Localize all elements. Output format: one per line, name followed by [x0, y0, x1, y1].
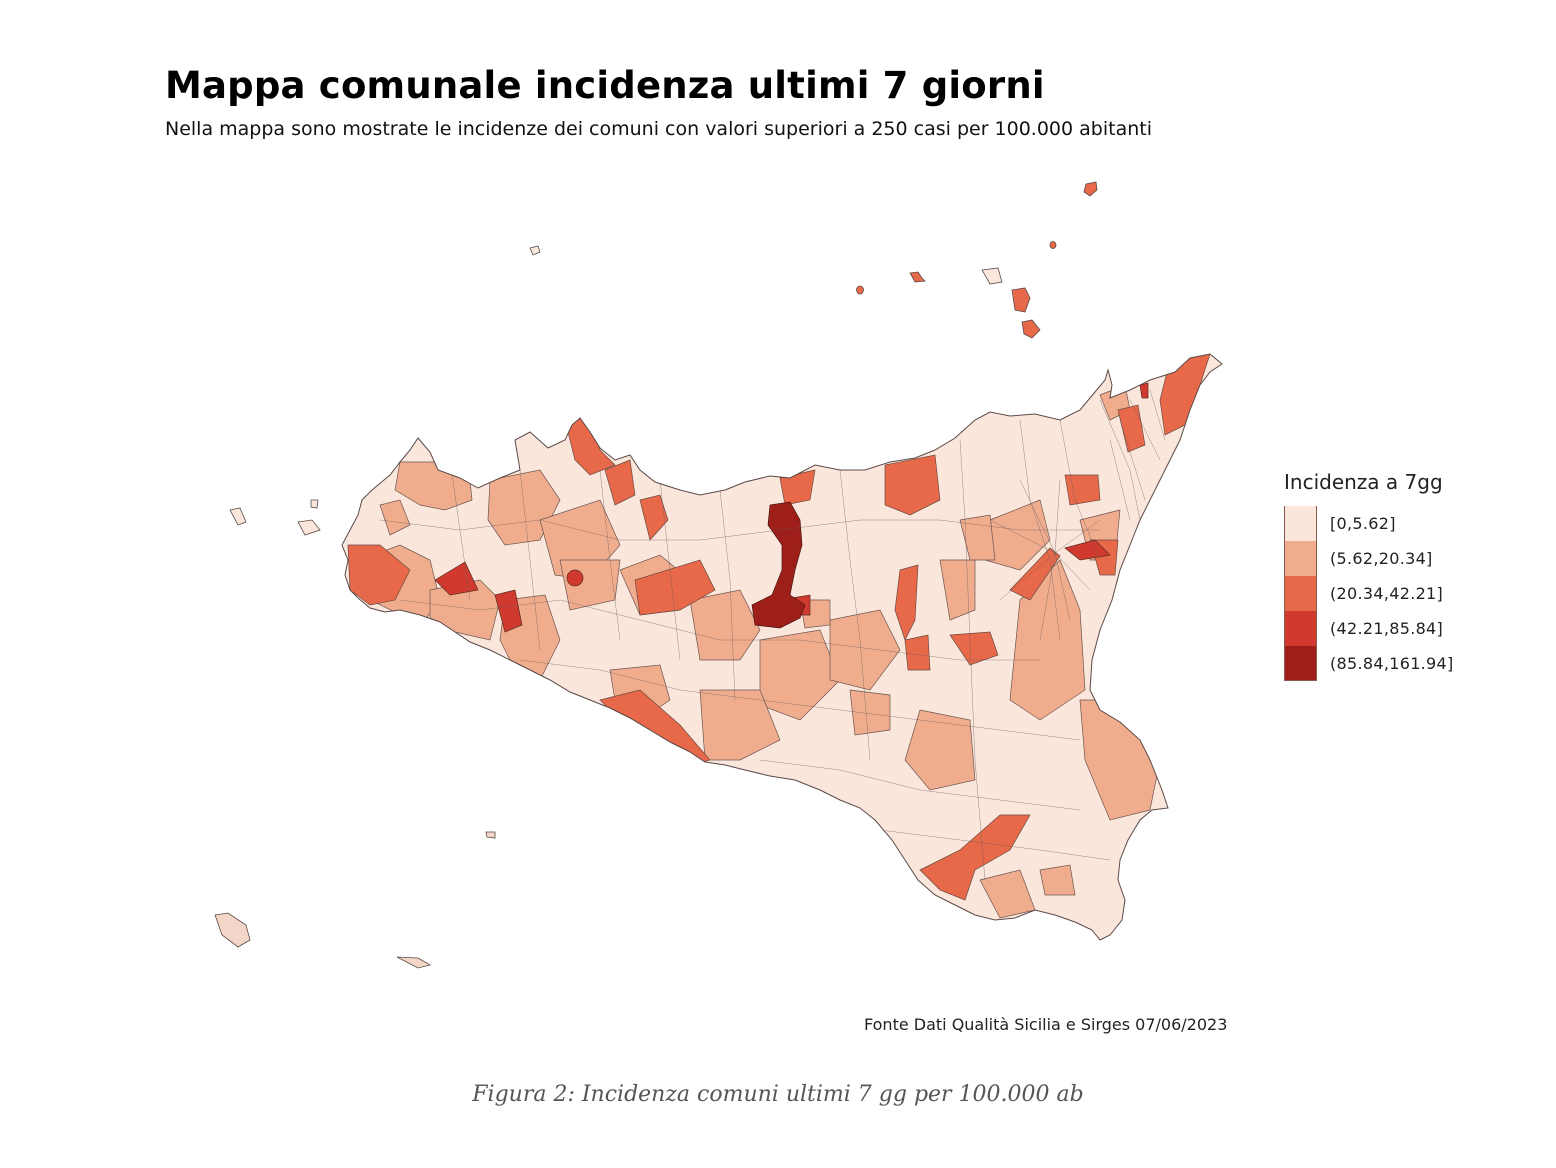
legend-item: (20.34,42.21] — [1284, 576, 1454, 611]
municipality-fills — [347, 354, 1211, 919]
legend-swatch — [1284, 576, 1317, 611]
island-linosa — [485, 831, 496, 839]
island-vulcano — [1021, 319, 1041, 339]
legend-swatch — [1284, 611, 1317, 646]
island-filicudi — [856, 285, 864, 295]
map-legend: Incidenza a 7gg [0,5.62] (5.62,20.34] (2… — [1284, 470, 1454, 681]
legend-title: Incidenza a 7gg — [1284, 470, 1443, 494]
island-lampedusa — [396, 956, 432, 969]
legend-label: [0,5.62] — [1330, 514, 1396, 533]
figure-caption: Figura 2: Incidenza comuni ultimi 7 gg p… — [472, 1082, 1084, 1107]
legend-item: [0,5.62] — [1284, 506, 1454, 541]
island-panarea — [1049, 241, 1057, 249]
island-ustica — [529, 245, 541, 256]
island-pantelleria — [214, 912, 251, 948]
island-favignana — [297, 519, 321, 536]
island-marettimo — [229, 507, 247, 526]
islands — [214, 181, 1098, 969]
legend-label: (42.21,85.84] — [1330, 619, 1444, 638]
legend-item: (42.21,85.84] — [1284, 611, 1454, 646]
island-stromboli — [1083, 181, 1098, 197]
island-lipari — [1011, 287, 1031, 313]
island-salina — [909, 271, 926, 283]
legend-swatch — [1284, 541, 1317, 576]
legend-item: (85.84,161.94] — [1284, 646, 1454, 681]
island-alicudi-like — [981, 267, 1003, 285]
data-source-note: Fonte Dati Qualità Sicilia e Sirges 07/0… — [864, 1015, 1228, 1034]
legend-swatch — [1284, 506, 1317, 541]
figure-subtitle: Nella mappa sono mostrate le incidenze d… — [165, 118, 1152, 140]
legend-label: (5.62,20.34] — [1330, 549, 1433, 568]
legend-label: (85.84,161.94] — [1330, 654, 1454, 673]
island-levanzo — [310, 499, 319, 509]
legend-label: (20.34,42.21] — [1330, 584, 1444, 603]
legend-item: (5.62,20.34] — [1284, 541, 1454, 576]
legend-swatch — [1284, 646, 1317, 681]
figure-title: Mappa comunale incidenza ultimi 7 giorni — [165, 64, 1045, 107]
